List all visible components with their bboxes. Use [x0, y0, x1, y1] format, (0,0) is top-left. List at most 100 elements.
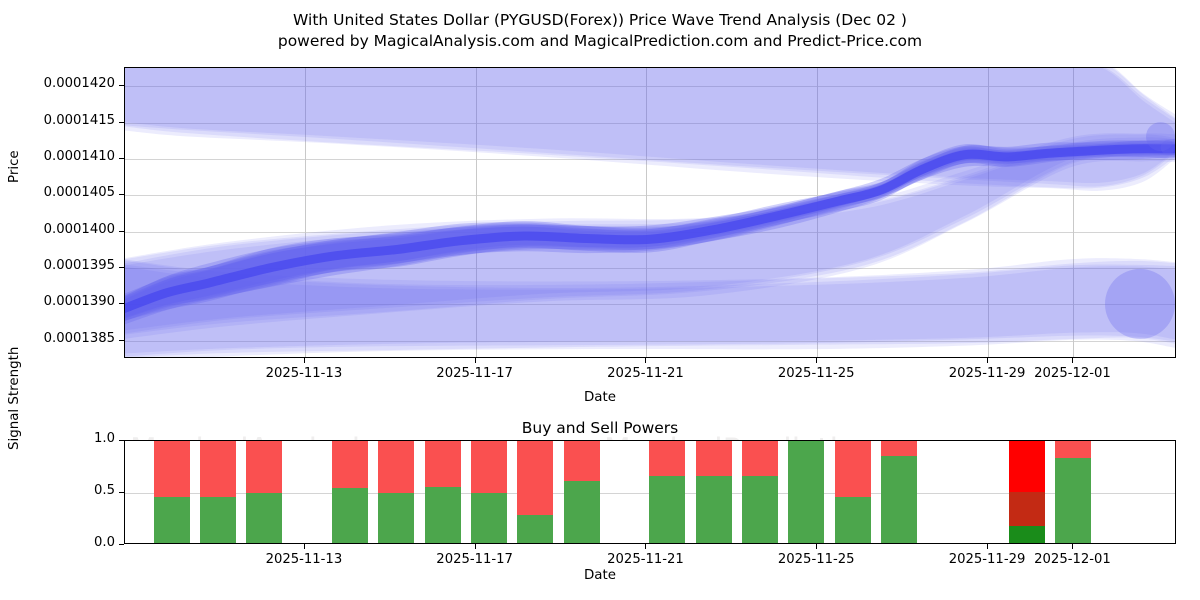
power-x-tick-mark: [303, 544, 305, 549]
power-bar: [424, 441, 461, 543]
power-bar-sell-segment: [331, 441, 368, 488]
power-bar-buy-segment: [199, 497, 236, 543]
power-chart-title: Buy and Sell Powers: [521, 419, 679, 437]
gridline-horizontal: [125, 304, 1175, 306]
price-y-tick-mark: [119, 230, 124, 232]
price-x-tick-mark: [1072, 358, 1074, 363]
price-y-tick-mark: [119, 267, 124, 269]
power-y-tick-label: 0.5: [94, 483, 115, 498]
power-bar: [881, 441, 918, 543]
price-band-layer: [125, 142, 1175, 321]
power-x-tick-label: 2025-12-01: [1034, 552, 1111, 567]
chart-title-line2: powered by MagicalAnalysis.com and Magic…: [277, 32, 923, 50]
price-band-layer: [125, 140, 1175, 322]
price-band-layer: [125, 68, 1175, 184]
price-band-layer: [125, 258, 1175, 357]
price-band-layer: [125, 68, 1175, 187]
price-y-tick-label: 0.0001400: [43, 221, 115, 237]
price-band-layer: [125, 143, 1175, 319]
power-y-axis-label: Signal Strength: [7, 346, 22, 450]
power-bar-buy-segment: [246, 493, 283, 543]
power-bar-sell-segment: [246, 441, 283, 494]
power-x-tick-mark: [987, 544, 989, 549]
power-bar-buy-segment: [331, 487, 368, 543]
power-bar: [1055, 441, 1092, 543]
price-x-axis-label: Date: [583, 390, 616, 405]
power-bar: [246, 441, 283, 543]
power-y-tick-mark: [119, 440, 124, 441]
price-x-tick-mark: [987, 358, 989, 363]
power-y-tick-mark: [119, 492, 124, 493]
price-y-tick-label: 0.0001410: [43, 148, 115, 164]
price-y-tick-label: 0.0001405: [43, 185, 115, 201]
power-bar-buy-segment: [1009, 525, 1046, 543]
power-bar: [563, 441, 600, 543]
price-y-tick-mark: [119, 121, 124, 123]
price-x-tick-label: 2025-11-13: [265, 366, 343, 381]
power-x-tick-mark: [1072, 544, 1074, 549]
power-bar-buy-segment: [742, 475, 779, 543]
gridline-horizontal: [125, 122, 1175, 124]
power-bar-sell-segment: [834, 441, 871, 498]
buy-sell-powers-plot: [124, 440, 1176, 544]
power-x-axis-label: Date: [583, 568, 616, 583]
power-bar-sell-segment: [470, 441, 507, 494]
price-band-layer: [125, 266, 1175, 354]
price-x-tick-label: 2025-12-01: [1034, 366, 1111, 381]
price-y-tick-label: 0.0001385: [43, 330, 115, 346]
power-bar-buy-segment: [1055, 458, 1092, 543]
power-bar-sell-segment: [153, 441, 190, 498]
power-bar-buy-segment: [517, 515, 554, 543]
power-bar-sell-segment: [881, 441, 918, 457]
power-x-tick-label: 2025-11-17: [436, 552, 513, 567]
gridline-vertical: [817, 68, 819, 357]
power-bar: [695, 441, 732, 543]
power-bar: [378, 441, 415, 543]
power-bar-sell-segment: [1055, 441, 1092, 459]
price-x-tick-label: 2025-11-17: [436, 366, 513, 381]
power-x-tick-mark: [474, 544, 476, 549]
power-bar: [1009, 441, 1046, 543]
power-bar-sell-mid-segment: [1009, 492, 1046, 526]
price-y-tick-label: 0.0001395: [43, 258, 115, 274]
power-bar: [788, 441, 825, 543]
power-x-tick-label: 2025-11-29: [948, 552, 1026, 567]
power-bar-sell-segment: [695, 441, 732, 476]
price-band-layer: [125, 260, 1175, 357]
price-y-tick-mark: [119, 194, 124, 196]
power-bar-buy-segment: [649, 475, 686, 543]
gridline-vertical: [646, 68, 648, 357]
price-wave-bands: [125, 68, 1175, 357]
power-bar-buy-segment: [378, 493, 415, 543]
power-y-tick-mark: [119, 544, 124, 545]
price-band-layer: [125, 138, 1175, 325]
gridline-vertical: [1073, 68, 1075, 357]
gridline-vertical: [304, 68, 306, 357]
price-band-layer: [125, 140, 1175, 321]
power-bar: [517, 441, 554, 543]
price-y-axis-label: Price: [7, 150, 22, 183]
price-wave-plot: [124, 67, 1176, 358]
price-band-layer: [125, 68, 1175, 189]
price-x-tick-label: 2025-11-21: [607, 366, 684, 381]
power-x-tick-mark: [816, 544, 818, 549]
power-bar: [649, 441, 686, 543]
price-y-tick-label: 0.0001390: [43, 294, 115, 310]
power-y-tick-label: 1.0: [94, 431, 115, 446]
gridline-vertical: [988, 68, 990, 357]
power-x-tick-label: 2025-11-21: [607, 552, 684, 567]
price-x-tick-label: 2025-11-29: [948, 366, 1026, 381]
power-bar: [199, 441, 236, 543]
gridline-horizontal: [125, 231, 1175, 233]
power-x-tick-label: 2025-11-25: [777, 552, 855, 567]
price-y-tick-mark: [119, 85, 124, 87]
price-band-endcap: [1160, 140, 1175, 155]
gridline-vertical: [475, 68, 477, 357]
gridline-horizontal: [125, 340, 1175, 342]
power-bar-sell-segment: [199, 441, 236, 498]
price-band-endcap: [1105, 268, 1175, 339]
power-bar: [153, 441, 190, 543]
gridline-horizontal: [125, 195, 1175, 197]
price-band-endcap: [1146, 122, 1175, 152]
price-x-tick-label: 2025-11-25: [777, 366, 855, 381]
